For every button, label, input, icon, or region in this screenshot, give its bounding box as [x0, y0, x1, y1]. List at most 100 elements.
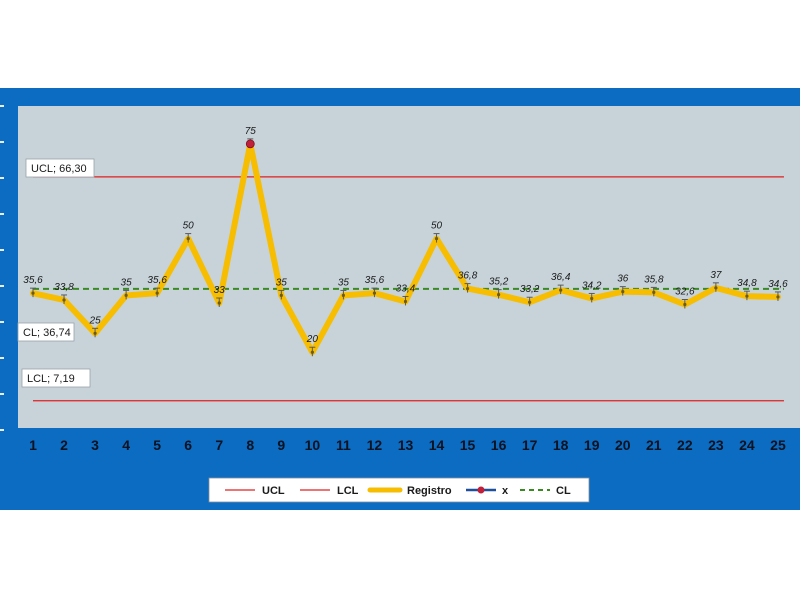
- data-point: [279, 293, 283, 298]
- data-label: 25: [89, 315, 102, 326]
- data-label: 75: [245, 126, 257, 137]
- x-tick-label: 10: [305, 437, 321, 453]
- x-tick-label: 3: [91, 437, 99, 453]
- data-label: 33: [214, 285, 226, 296]
- data-label: 35: [276, 277, 288, 288]
- x-tick-label: 1: [29, 437, 37, 453]
- data-point: [434, 236, 439, 241]
- data-label: 50: [183, 221, 195, 232]
- y-axis-tick: [0, 213, 4, 215]
- data-point: [714, 286, 718, 290]
- data-point: [217, 301, 221, 305]
- legend-label-x: x: [502, 485, 509, 497]
- y-axis-tick: [0, 249, 4, 251]
- data-point: [372, 291, 377, 295]
- data-point: [93, 331, 97, 335]
- data-point: [652, 290, 656, 294]
- x-tick-label: 5: [153, 437, 161, 453]
- data-point: [528, 300, 532, 304]
- data-label: 35,6: [23, 275, 43, 286]
- data-point: [590, 296, 594, 301]
- x-tick-label: 2: [60, 437, 68, 453]
- data-label: 34,6: [768, 279, 788, 290]
- data-label: 35: [338, 277, 350, 288]
- data-label: 32,6: [675, 287, 695, 298]
- data-point: [155, 291, 159, 295]
- x-tick-label: 13: [398, 437, 414, 453]
- data-point: [310, 350, 314, 354]
- chart-frame: 35,6 33,8 25 35 35,6 50 33 75 35 20 35 35,6 33,4 50 36…: [0, 88, 800, 510]
- x-tick-label: 22: [677, 437, 693, 453]
- data-point: [62, 298, 66, 302]
- legend-label-ucl: UCL: [262, 485, 285, 497]
- data-point: [403, 299, 408, 304]
- data-point: [621, 290, 625, 294]
- data-label: 36,4: [551, 272, 571, 283]
- data-label: 50: [431, 221, 443, 232]
- data-label: 35,8: [644, 274, 664, 285]
- x-tick-label: 15: [460, 437, 476, 453]
- x-tick-label: 18: [553, 437, 569, 453]
- y-axis-tick: [0, 105, 4, 107]
- x-tick-label: 20: [615, 437, 631, 453]
- x-tick-label: 21: [646, 437, 662, 453]
- data-point: [683, 302, 687, 307]
- data-point: [776, 295, 780, 299]
- lcl-label-box: [21, 368, 91, 388]
- x-tick-label: 11: [336, 437, 351, 453]
- legend-label-registro: Registro: [407, 485, 452, 497]
- data-point: [31, 291, 35, 295]
- out-of-control-point: [245, 139, 255, 149]
- y-axis-tick: [0, 177, 4, 179]
- x-tick-label: 17: [522, 437, 538, 453]
- data-point: [559, 288, 563, 292]
- data-point: [341, 293, 345, 298]
- ucl-label: UCL; 66,30: [31, 163, 87, 175]
- x-tick-label: 16: [491, 437, 507, 453]
- data-label: 36,8: [458, 271, 478, 282]
- ucl-label-box: [25, 158, 95, 178]
- data-label: 37: [710, 270, 722, 281]
- data-point: [186, 236, 190, 241]
- x-tick-label: 14: [429, 437, 445, 453]
- y-axis-tick: [0, 393, 4, 395]
- data-label: 34,8: [737, 278, 757, 289]
- data-point: [497, 293, 501, 297]
- data-label: 33,8: [54, 282, 74, 293]
- x-tick-label: 24: [739, 437, 755, 453]
- y-axis-tick: [0, 141, 4, 143]
- plot-area: [18, 106, 800, 428]
- data-label: 20: [306, 334, 319, 345]
- x-tick-label: 25: [770, 437, 786, 453]
- x-tick-label: 12: [367, 437, 383, 453]
- y-axis-tick: [0, 357, 4, 359]
- cl-label-box: [17, 322, 75, 342]
- data-point: [745, 294, 749, 298]
- legend-label-cl: CL: [556, 485, 571, 497]
- data-label: 35: [121, 277, 133, 288]
- data-label: 34,2: [582, 280, 602, 291]
- legend-swatch-marker: [477, 486, 485, 494]
- x-tick-label: 7: [215, 437, 223, 453]
- data-label: 35,6: [365, 275, 385, 286]
- legend-label-lcl: LCL: [337, 485, 359, 497]
- y-axis-tick: [0, 285, 4, 287]
- data-label: 33,4: [396, 283, 416, 294]
- x-tick-label: 19: [584, 437, 600, 453]
- y-axis-tick: [0, 429, 4, 431]
- x-tick-label: 6: [184, 437, 192, 453]
- data-point: [124, 293, 128, 298]
- data-label: 35,6: [147, 275, 167, 286]
- x-tick-label: 9: [277, 437, 285, 453]
- data-label: 36: [617, 274, 629, 285]
- x-tick-label: 23: [708, 437, 724, 453]
- x-tick-label: 4: [122, 437, 130, 453]
- data-label: 33,2: [520, 284, 540, 295]
- cl-label: CL; 36,74: [23, 327, 71, 339]
- data-point: [465, 286, 470, 291]
- lcl-label: LCL; 7,19: [27, 373, 75, 385]
- data-label: 35,2: [489, 277, 509, 288]
- x-tick-label: 8: [246, 437, 254, 453]
- y-axis-tick: [0, 321, 4, 323]
